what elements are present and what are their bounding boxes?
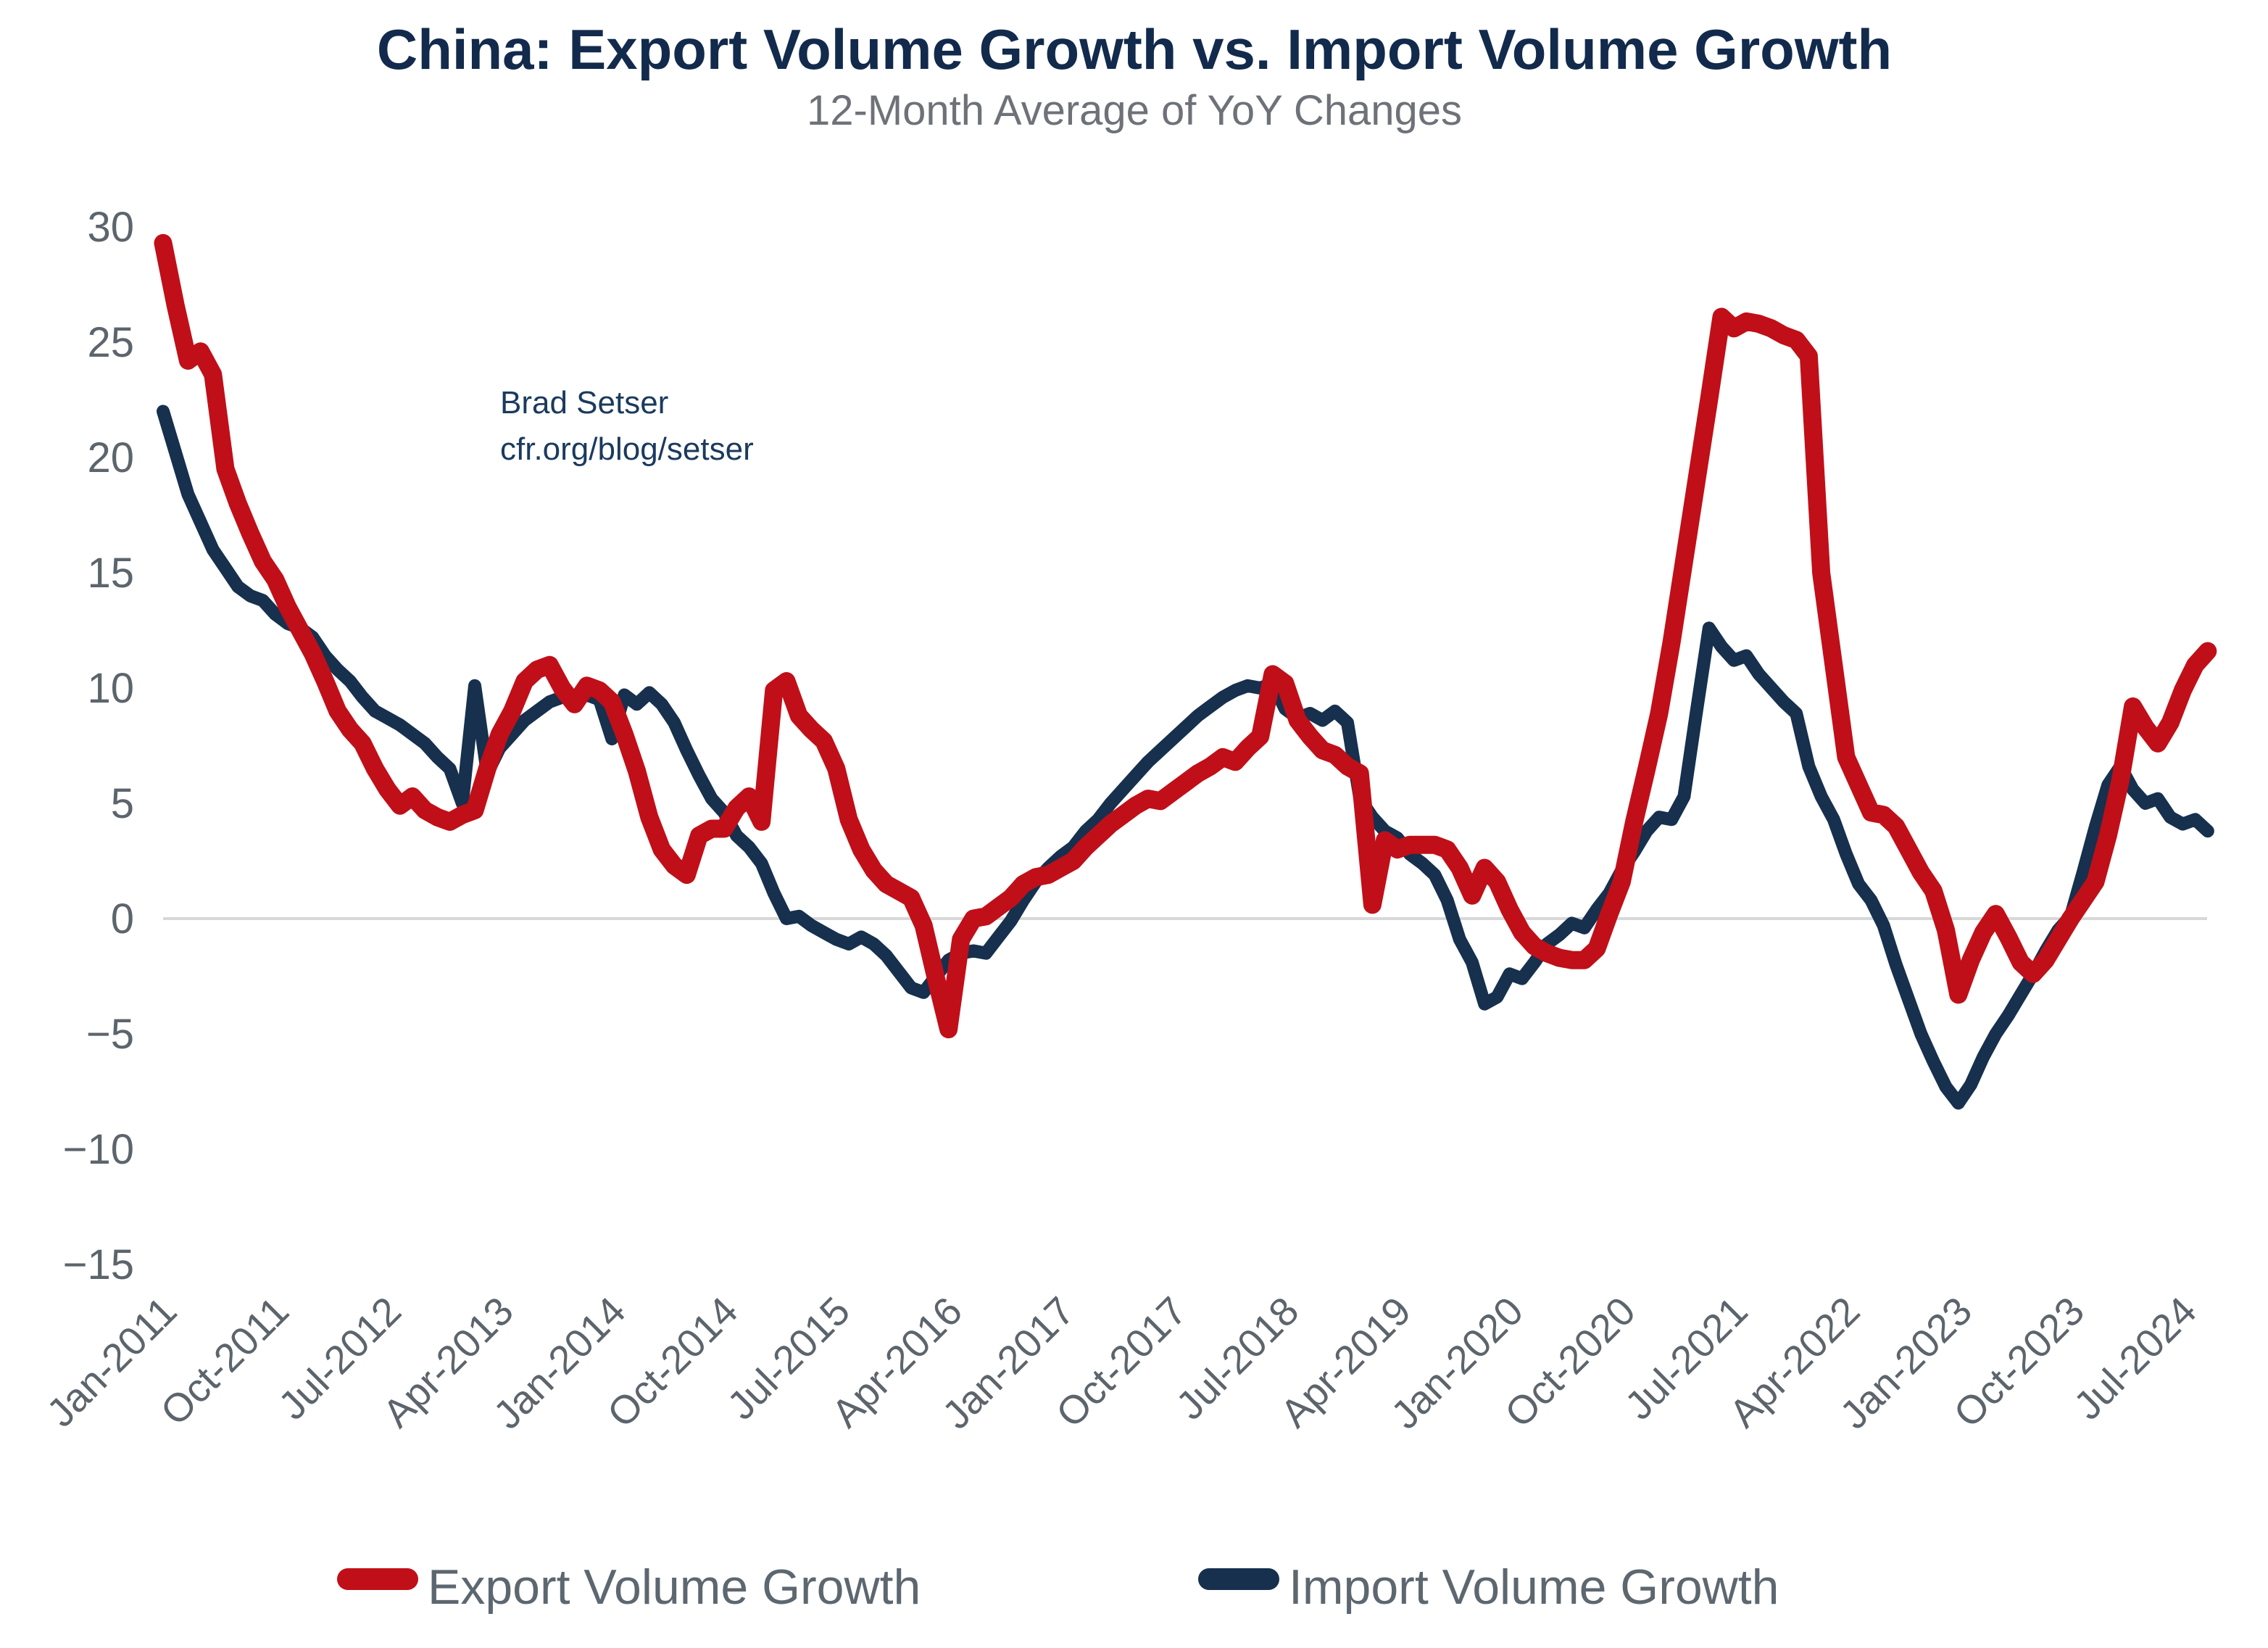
x-axis-tick-labels: Jan-2011Oct-2011Jul-2012Apr-2013Jan-2014…: [38, 1288, 2205, 1438]
import-legend-label: Import Volume Growth: [1289, 1560, 1779, 1615]
y-tick-label: 20: [87, 434, 134, 481]
y-tick-label: 30: [87, 204, 134, 251]
x-tick-label: Jul-2024: [2065, 1288, 2205, 1428]
annotation-author: Brad Setser: [500, 385, 668, 421]
legend: Export Volume Growth Import Volume Growt…: [337, 1560, 1779, 1615]
y-tick-label: 5: [111, 780, 134, 827]
y-tick-label: −10: [63, 1126, 134, 1173]
import-legend-swatch: [1198, 1568, 1279, 1590]
y-tick-label: 10: [87, 665, 134, 712]
export-legend-label: Export Volume Growth: [428, 1560, 921, 1615]
y-tick-label: 15: [87, 550, 134, 597]
export-legend-swatch: [337, 1568, 418, 1590]
y-tick-label: −5: [86, 1011, 134, 1058]
annotation-url: cfr.org/blog/setser: [500, 431, 754, 467]
y-tick-label: −15: [63, 1241, 134, 1288]
y-tick-label: 0: [111, 895, 134, 943]
y-axis-tick-labels: 30 25 20 15 10 5 0 −5 −10 −15: [63, 204, 134, 1288]
chart-subtitle: 12-Month Average of YoY Changes: [807, 87, 1462, 134]
import-volume-growth-line: [157, 405, 2214, 1110]
chart-title: China: Export Volume Growth vs. Import V…: [377, 17, 1892, 81]
export-volume-growth-line: [154, 233, 2217, 1039]
y-tick-label: 25: [87, 319, 134, 366]
